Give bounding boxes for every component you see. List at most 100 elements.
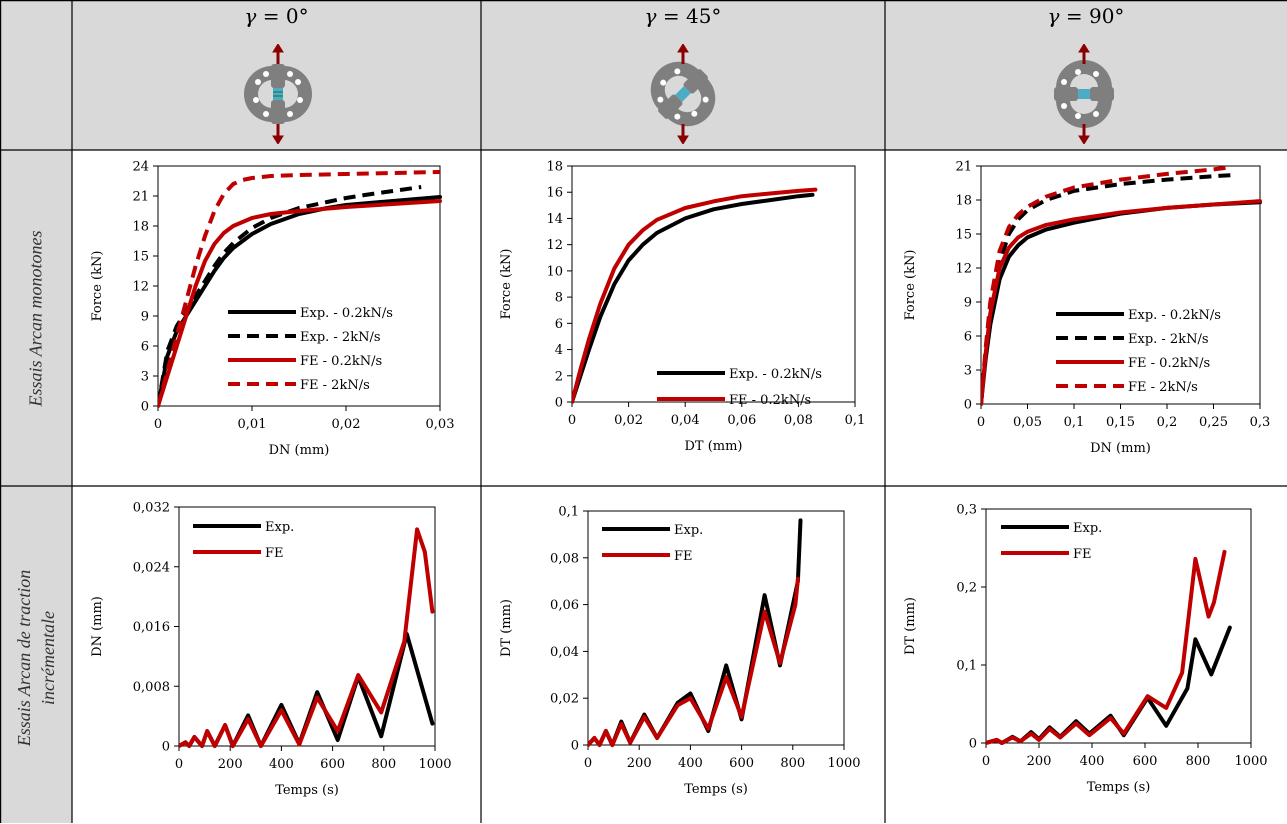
x-tick-label: 0,08 [784,413,813,428]
x-tick-label: 1000 [827,756,860,771]
arcan-fixture-90deg-icon [1054,44,1114,144]
x-axis-label: DN (mm) [269,443,330,458]
y-tick-label: 0 [571,739,579,754]
y-tick-label: 18 [546,160,563,175]
y-tick-label: 12 [132,280,149,295]
series-line-3 [981,165,1233,405]
x-tick-label: 0,03 [426,417,455,432]
x-tick-label: 0,02 [332,417,361,432]
y-tick-label: 6 [141,340,149,355]
x-tick-label: 1000 [418,757,451,772]
y-tick-label: 12 [955,262,972,277]
legend: Exp. - 0.2kN/s Exp. - 2kN/s FE - 0.2kN/s FE… [1056,308,1221,395]
y-tick-label: 0 [964,398,972,413]
legend-label-0: Exp. - 0.2kN/s [729,367,822,382]
legend-label-1: FE [265,546,284,561]
y-tick-label: 24 [132,160,149,175]
y-tick-label: 0,08 [550,551,579,566]
plot-area: 0 200 400 600 800 1000 0 0,02 0,04 0,06 0,08 0,1 Tem… [499,505,861,798]
x-tick-label: 0,15 [1106,415,1135,430]
x-tick-label: 800 [780,756,805,771]
x-tick-label: 200 [218,757,243,772]
x-tick-label: 0,25 [1199,415,1228,430]
chart-monotone-45deg: 0 0,02 0,04 0,06 0,08 0,1 0 2 4 6 8 10 12 14 16 18 DT (m… [499,160,865,455]
plot-frame [587,510,845,746]
y-axis-label: Force (kN) [903,250,918,321]
x-axis-label: Temps (s) [275,783,339,798]
legend-label-0: Exp. [1073,521,1102,536]
y-tick-label: 0,024 [133,560,170,575]
y-tick-label: 8 [555,291,563,306]
legend-label-3: FE - 2kN/s [1128,380,1198,395]
y-tick-label: 0,1 [558,505,579,520]
y-tick-label: 15 [132,250,149,265]
legend-label-0: Exp. [265,520,294,535]
y-tick-label: 0,032 [133,501,170,516]
header-corner [0,0,72,150]
y-tick-label: 6 [964,330,972,345]
y-tick-label: 0,008 [133,680,170,695]
x-tick-label: 0 [584,756,592,771]
legend-label-0: Exp. [674,523,703,538]
chart-incremental-45deg: 0 200 400 600 800 1000 0 0,02 0,04 0,06 0,08 0,1 Tem… [499,505,861,798]
x-tick-label: 200 [627,756,652,771]
row-label-cell-1: Essais Arcan de traction incrémentale [0,486,72,823]
y-tick-label: 21 [132,190,149,205]
x-axis-label: DN (mm) [1090,441,1151,456]
y-tick-label: 0,06 [550,598,579,613]
y-tick-label: 9 [141,310,149,325]
x-axis-label: DT (mm) [684,439,742,454]
y-tick-label: 0,016 [133,620,170,635]
legend-label-1: FE [674,549,693,564]
plot-area: 0 200 400 600 800 1000 0 0,1 0,2 0,3 Temps (s) DT (… [903,503,1268,796]
y-tick-label: 18 [955,194,972,209]
legend: Exp. - 0.2kN/s Exp. - 2kN/s FE - 0.2kN/s FE… [228,306,393,393]
series-line-1 [572,187,818,404]
x-axis-label: Temps (s) [1087,780,1151,795]
y-tick-label: 21 [955,160,972,175]
y-tick-label: 16 [546,186,563,201]
chart-monotone-0deg: 0 0,01 0,02 0,03 0 3 6 9 12 15 18 21 24 DN (mm) Force … [90,160,454,459]
legend-label-1: Exp. - 2kN/s [1128,332,1209,347]
y-tick-label: 0 [969,737,977,752]
x-tick-label: 0,04 [671,413,700,428]
chart-incremental-90deg: 0 200 400 600 800 1000 0 0,1 0,2 0,3 Temps (s) DT (… [903,503,1268,796]
y-tick-label: 3 [964,364,972,379]
x-tick-label: 0,3 [1250,415,1271,430]
legend: Exp. FE [193,520,294,561]
column-title-2: γ = 90° [1047,4,1125,28]
y-tick-label: 0,02 [550,692,579,707]
x-tick-label: 0,1 [1064,415,1085,430]
x-tick-label: 0 [175,757,183,772]
x-tick-label: 1000 [1234,754,1267,769]
y-tick-label: 0 [141,400,149,415]
legend: Exp. - 0.2kN/s FE - 0.2kN/s [657,367,822,408]
legend-label-1: FE - 0.2kN/s [729,393,811,408]
x-axis-label: Temps (s) [684,782,748,797]
row-label-cell-0: Essais Arcan monotones [0,150,72,486]
legend-label-3: FE - 2kN/s [300,378,370,393]
plot-area: 0 0,01 0,02 0,03 0 3 6 9 12 15 18 21 24 DN (mm) Force … [90,160,454,459]
x-tick-label: 0 [982,754,990,769]
y-tick-label: 10 [546,264,563,279]
y-tick-label: 0 [555,396,563,411]
series-line-1 [986,549,1227,745]
arcan-fixture-45deg-icon [650,44,716,144]
column-title-1: γ = 45° [644,4,722,28]
x-tick-label: 0,2 [1157,415,1178,430]
chart-incremental-0deg: 0 200 400 600 800 1000 0 0,008 0,016 0,024 0,032 Te… [90,501,452,799]
series-line-2 [981,199,1262,406]
y-tick-label: 14 [546,212,563,227]
y-axis-label: DT (mm) [499,599,514,657]
y-tick-label: 15 [955,228,972,243]
y-axis-label: DN (mm) [90,596,105,657]
x-tick-label: 400 [269,757,294,772]
plot-frame [571,165,856,403]
y-tick-label: 0,2 [956,581,977,596]
x-tick-label: 600 [320,757,345,772]
series-line-0 [572,192,815,404]
y-tick-label: 9 [964,296,972,311]
y-tick-label: 12 [546,238,563,253]
